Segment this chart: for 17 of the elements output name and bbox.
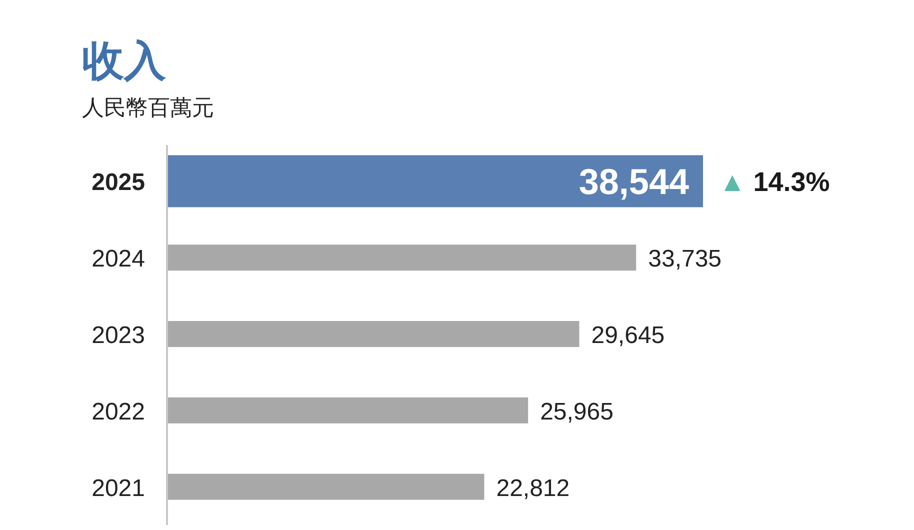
y-tick-label: 2023 (92, 322, 145, 349)
bar (167, 474, 484, 500)
data-label: 38,544 (578, 161, 689, 202)
chart-subtitle: 人民幣百萬元 (82, 95, 214, 120)
y-tick-label: 2021 (92, 474, 145, 502)
y-tick-label: 2025 (92, 169, 145, 196)
data-label: 25,965 (540, 398, 614, 426)
data-label: 22,812 (496, 474, 570, 502)
bar (167, 397, 528, 424)
bar (167, 321, 580, 347)
chart-title: 收入 (82, 37, 167, 84)
data-label: 29,645 (591, 322, 665, 349)
y-tick-label: 2022 (92, 398, 145, 426)
y-tick-label: 2024 (92, 246, 145, 273)
bar (167, 244, 636, 271)
annotation: ▲ 14.3% (719, 167, 830, 198)
data-label: 33,735 (648, 246, 722, 273)
